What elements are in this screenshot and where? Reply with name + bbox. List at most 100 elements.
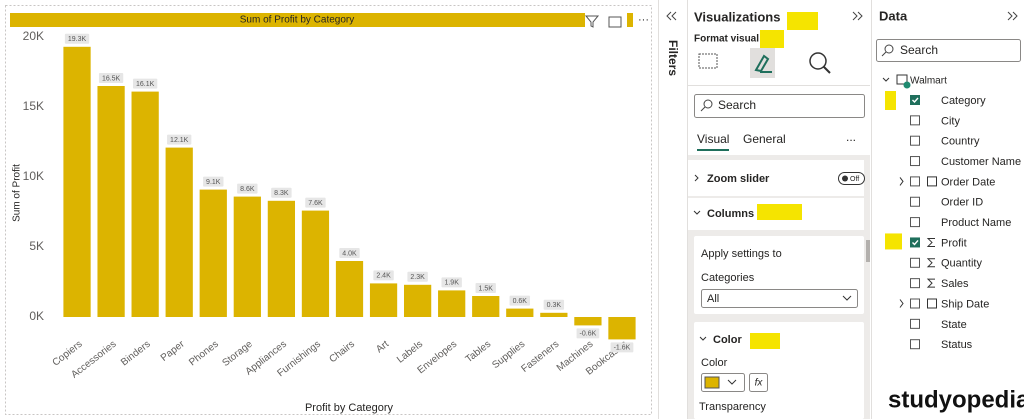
expand[interactable] [699, 336, 707, 341]
checkbox[interactable] [910, 196, 920, 207]
checkbox[interactable] [910, 156, 920, 167]
highlight [760, 30, 784, 48]
value-label: 7.6K [308, 200, 323, 207]
search-icon [700, 106, 706, 112]
value-label: 2.4K [376, 273, 391, 280]
collapse-viz[interactable] [852, 11, 863, 21]
tab[interactable]: Visual [697, 132, 729, 146]
checkbox[interactable] [910, 115, 920, 126]
value-label-bg [203, 176, 224, 187]
title-bar-end [627, 13, 633, 27]
field-name[interactable]: Profit [941, 237, 967, 249]
table-name[interactable]: Walmart [910, 76, 947, 87]
expand[interactable] [882, 77, 890, 82]
checkbox[interactable] [910, 318, 920, 329]
label: Categories [701, 272, 755, 284]
collapse-data[interactable] [1007, 11, 1018, 21]
checkbox[interactable] [910, 278, 920, 289]
section[interactable]: Zoom slider [707, 173, 770, 185]
field-name[interactable]: Sales [941, 278, 969, 290]
field-name[interactable]: Customer Name [941, 156, 1021, 168]
calendar-icon [927, 176, 937, 187]
focus-icon[interactable] [608, 16, 622, 28]
field-name[interactable]: Order ID [941, 197, 983, 209]
x-axis-title: Profit by Category [305, 402, 394, 414]
checkbox[interactable] [910, 217, 920, 228]
dropdown[interactable] [701, 289, 858, 308]
checkbox[interactable] [910, 298, 920, 309]
bar [301, 210, 330, 317]
expand[interactable] [693, 210, 701, 215]
filters-title[interactable]: Filters [666, 40, 680, 76]
value-label-bg [305, 197, 326, 208]
filter-icon[interactable] [584, 15, 600, 28]
swatch [704, 376, 720, 389]
more[interactable]: ... [846, 130, 856, 144]
section[interactable]: Color [713, 334, 742, 346]
more-icon[interactable]: ··· [638, 14, 649, 26]
value-label: 1.9K [444, 280, 459, 287]
search-text[interactable]: Search [900, 43, 938, 57]
search-text[interactable]: Search [718, 98, 756, 112]
highlight [885, 233, 902, 250]
search-icon [884, 44, 894, 54]
card [694, 322, 864, 419]
field-name[interactable]: Product Name [941, 217, 1011, 229]
field-name[interactable]: Status [941, 339, 973, 351]
viz-search[interactable] [694, 94, 865, 118]
value-label: 0.6K [513, 298, 528, 305]
tab-selected [750, 48, 775, 78]
analytics-icon[interactable] [809, 52, 827, 70]
label: Transparency [699, 401, 766, 413]
value-label: -1.6K [614, 345, 631, 352]
fx-text[interactable]: fx [755, 378, 764, 389]
y-tick-label: 0K [29, 309, 44, 323]
value-label: 16.5K [102, 75, 121, 82]
sigma-icon [926, 278, 935, 288]
data-search[interactable] [876, 39, 1021, 62]
format-icon[interactable] [754, 54, 772, 73]
build-icon[interactable] [698, 53, 718, 69]
checkbox[interactable] [910, 135, 920, 146]
fx-button[interactable] [749, 373, 768, 392]
dropdown-value[interactable]: All [707, 293, 719, 305]
data-title: Data [879, 8, 908, 23]
value-label-bg [407, 271, 428, 282]
check [912, 97, 919, 104]
bar [165, 147, 193, 317]
scrollbar[interactable] [866, 240, 870, 262]
value-label: 2.3K [410, 274, 425, 281]
value-label-bg [576, 328, 600, 339]
value-label: 8.6K [240, 186, 255, 193]
bar [131, 91, 159, 317]
section[interactable]: Columns [707, 208, 754, 220]
value-label-bg [373, 270, 394, 281]
highlight [750, 333, 780, 349]
expand[interactable] [899, 177, 904, 186]
field-name[interactable]: Category [941, 95, 986, 107]
field-name[interactable]: Order Date [941, 176, 995, 188]
expand[interactable] [899, 299, 904, 308]
checkbox[interactable] [910, 257, 920, 268]
checkbox[interactable] [910, 339, 920, 350]
checkbox[interactable] [910, 176, 920, 187]
field-name[interactable]: Quantity [941, 258, 982, 270]
search-icon [881, 51, 887, 57]
expand[interactable] [694, 174, 699, 182]
value-label: 1.5K [479, 285, 494, 292]
field-name[interactable]: Ship Date [941, 298, 989, 310]
bar [506, 308, 534, 317]
value-label-bg [339, 248, 360, 258]
bar [403, 284, 432, 317]
tab[interactable]: General [743, 132, 786, 146]
y-tick-label: 5K [29, 239, 44, 253]
bar [267, 200, 296, 317]
field-name[interactable]: State [941, 319, 967, 331]
field-name[interactable]: Country [941, 136, 980, 148]
checkbox[interactable] [910, 237, 920, 248]
bar [97, 86, 125, 317]
checkbox[interactable] [910, 95, 920, 105]
collapse-filters[interactable] [666, 11, 677, 21]
value-label: 16.1K [136, 81, 155, 88]
field-name[interactable]: City [941, 115, 960, 127]
